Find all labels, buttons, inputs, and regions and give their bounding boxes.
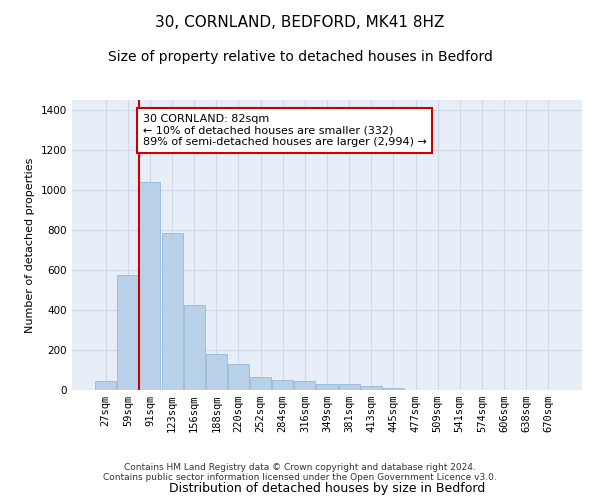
Bar xyxy=(95,381,116,390)
Bar xyxy=(272,380,293,390)
Bar xyxy=(139,182,160,390)
Bar xyxy=(161,233,182,390)
Bar xyxy=(338,384,359,390)
Bar xyxy=(206,354,227,390)
Bar xyxy=(316,384,338,390)
Text: Contains HM Land Registry data © Crown copyright and database right 2024.: Contains HM Land Registry data © Crown c… xyxy=(124,464,476,472)
Text: Distribution of detached houses by size in Bedford: Distribution of detached houses by size … xyxy=(169,482,485,495)
Text: Size of property relative to detached houses in Bedford: Size of property relative to detached ho… xyxy=(107,50,493,64)
Text: 30, CORNLAND, BEDFORD, MK41 8HZ: 30, CORNLAND, BEDFORD, MK41 8HZ xyxy=(155,15,445,30)
Bar xyxy=(184,305,205,390)
Bar xyxy=(118,275,139,390)
Bar xyxy=(383,388,404,390)
Bar xyxy=(295,381,316,390)
Bar xyxy=(250,377,271,390)
Bar xyxy=(228,364,249,390)
Y-axis label: Number of detached properties: Number of detached properties xyxy=(25,158,35,332)
Bar xyxy=(361,386,382,390)
Text: Contains public sector information licensed under the Open Government Licence v3: Contains public sector information licen… xyxy=(103,474,497,482)
Text: 30 CORNLAND: 82sqm
← 10% of detached houses are smaller (332)
89% of semi-detach: 30 CORNLAND: 82sqm ← 10% of detached hou… xyxy=(143,114,427,147)
